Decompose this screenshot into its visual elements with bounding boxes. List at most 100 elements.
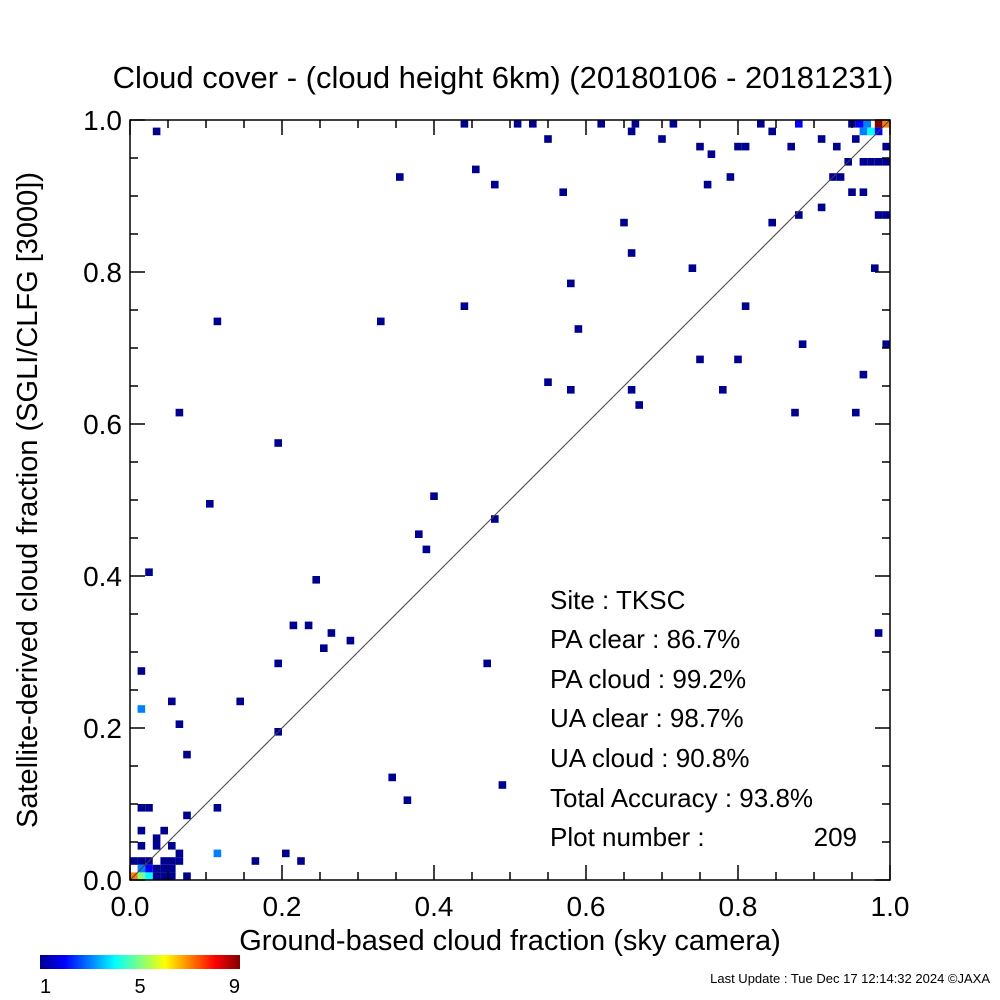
heatmap-cell [635, 401, 643, 409]
heatmap-cell [544, 135, 552, 143]
y-tick-label: 0.4 [83, 561, 122, 592]
heatmap-cell [160, 826, 168, 835]
heatmap-cell [669, 120, 678, 128]
heatmap-cell [833, 142, 841, 151]
stats-ua-clear: UA clear : 98.7% [550, 703, 744, 733]
heatmap-cell [160, 864, 168, 873]
heatmap-cell [859, 188, 868, 196]
heatmap-cell [513, 120, 522, 128]
heatmap-cell [620, 218, 628, 227]
heatmap-cell [312, 576, 320, 584]
heatmap-cell [852, 135, 860, 143]
heatmap-cell [145, 872, 153, 880]
heatmap-cell [859, 370, 868, 379]
heatmap-cell [152, 842, 161, 850]
heatmap-cell [741, 302, 750, 310]
heatmap-cell [137, 842, 146, 850]
heatmap-cell [688, 264, 697, 272]
heatmap-cell [567, 386, 575, 394]
x-tick-label: 0.8 [719, 891, 758, 922]
heatmap-cell [734, 355, 742, 364]
heatmap-cell [460, 120, 469, 128]
last-update-text: Last Update : Tue Dec 17 12:14:32 2024 ©… [710, 971, 990, 986]
heatmap-cell [327, 629, 336, 637]
heatmap-cell [137, 667, 146, 675]
stats-total-accuracy: Total Accuracy : 93.8% [550, 783, 813, 813]
heatmap-cell [183, 811, 191, 820]
heatmap-cell [297, 857, 305, 865]
heatmap-cell [251, 857, 260, 865]
heatmap-cell [627, 127, 636, 136]
stats-plot-number-label: Plot number : [550, 822, 705, 852]
heatmap-cell [152, 834, 161, 842]
heatmap-cell [874, 211, 883, 219]
heatmap-cell [137, 804, 146, 812]
heatmap-cell [236, 697, 244, 706]
heatmap-cell [597, 120, 605, 128]
x-tick-label: 0.0 [111, 891, 150, 922]
heatmap-cell [859, 158, 868, 166]
heatmap-cell [388, 773, 396, 782]
y-tick-label: 0.8 [83, 257, 122, 288]
heatmap-cell [145, 864, 153, 873]
stats-pa-cloud: PA cloud : 99.2% [550, 664, 746, 694]
heatmap-cell [882, 142, 890, 151]
heatmap-cell [175, 720, 184, 728]
heatmap-cell [137, 857, 146, 865]
heatmap-cell [696, 355, 704, 364]
heatmap-cell [658, 135, 666, 143]
heatmap-cell [874, 120, 883, 128]
x-tick-label: 0.6 [567, 891, 606, 922]
heatmap-cell [787, 142, 795, 151]
heatmap-cell [160, 872, 168, 880]
x-tick-label: 1.0 [871, 891, 910, 922]
heatmap-cell [483, 659, 491, 668]
heatmap-cell [422, 545, 431, 554]
colorbar [40, 955, 240, 969]
heatmap-cell [137, 826, 146, 835]
y-tick-label: 0.0 [83, 865, 122, 896]
heatmap-cell [213, 317, 222, 326]
heatmap-cell [574, 325, 583, 333]
heatmap-cell [768, 127, 776, 136]
heatmap-cell [867, 127, 875, 136]
heatmap-cell [213, 849, 222, 858]
heatmap-cell [498, 781, 507, 789]
heatmap-cell [874, 629, 883, 637]
colorbar-tick-label: 5 [134, 976, 145, 998]
colorbar-tick-label: 9 [229, 976, 240, 998]
heatmap-cell [798, 340, 807, 348]
heatmap-cell [175, 849, 184, 858]
heatmap-cell [289, 621, 298, 630]
heatmap-cell [817, 203, 826, 212]
heatmap-cell [213, 804, 222, 812]
heatmap-cell [403, 796, 412, 804]
y-tick-label: 0.2 [83, 713, 122, 744]
heatmap-cell [396, 173, 404, 181]
heatmap-cell [175, 408, 184, 417]
heatmap-cell [726, 173, 735, 181]
heatmap-cell [168, 872, 176, 880]
heatmap-cell [320, 644, 328, 652]
heatmap-cell [863, 120, 871, 128]
heatmap-cell [274, 439, 282, 447]
heatmap-cell [491, 180, 499, 189]
heatmap-cell [346, 636, 355, 645]
heatmap-cell [867, 158, 875, 166]
heatmap-cell [282, 849, 290, 858]
heatmap-cell [719, 386, 727, 394]
heatmap-cell [472, 165, 480, 174]
heatmap-cell [882, 340, 890, 348]
heatmap-cell [460, 302, 469, 310]
heatmap-cell [137, 872, 146, 880]
heatmap-cell [529, 120, 537, 128]
x-axis-label: Ground-based cloud fraction (sky camera) [239, 925, 781, 957]
heatmap-cell [430, 492, 438, 500]
heatmap-cell [145, 804, 153, 812]
heatmap-cell [377, 317, 385, 326]
heatmap-cell [627, 249, 636, 257]
heatmap-cell [734, 142, 742, 151]
stats-box: Site : TKSC PA clear : 86.7% PA cloud : … [550, 585, 857, 852]
stats-ua-cloud: UA cloud : 90.8% [550, 743, 749, 773]
